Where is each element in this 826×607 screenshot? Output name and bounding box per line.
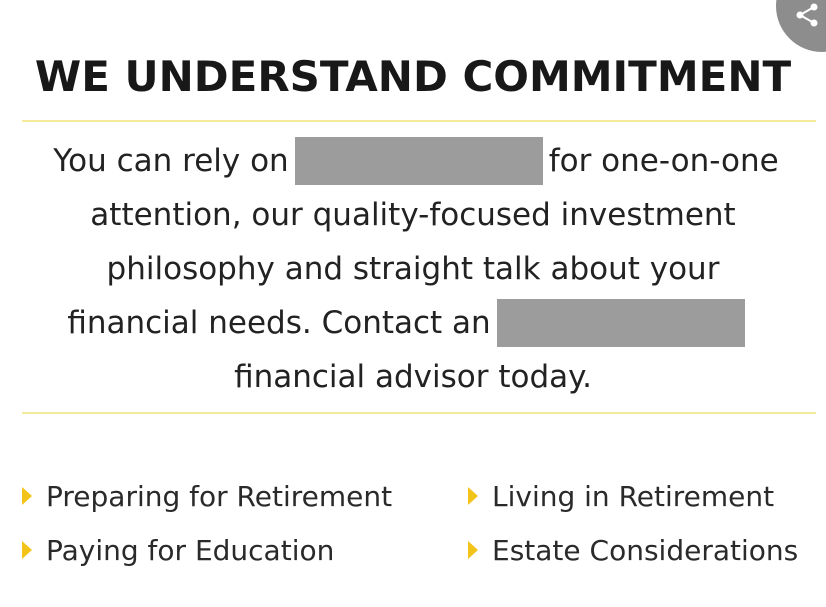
paragraph-line-5: financial advisor today. bbox=[234, 359, 592, 395]
share-button[interactable] bbox=[776, 0, 826, 52]
paragraph-line-3: philosophy and straight talk about your bbox=[106, 251, 720, 287]
topic-item-paying-for-education: Paying for Education bbox=[22, 524, 334, 578]
topic-item-living-in-retirement: Living in Retirement bbox=[468, 470, 774, 524]
topic-item-estate-considerations: Estate Considerations bbox=[468, 524, 798, 578]
paragraph-text: for one-on-one bbox=[548, 143, 779, 179]
redacted-firm-name bbox=[496, 298, 745, 347]
divider-bottom bbox=[22, 412, 816, 414]
topic-label: Paying for Education bbox=[46, 534, 335, 567]
topic-label: Estate Considerations bbox=[492, 534, 799, 567]
topic-item-preparing-for-retirement: Preparing for Retirement bbox=[22, 470, 392, 524]
triangle-right-icon bbox=[468, 541, 478, 559]
redacted-firm-name bbox=[294, 136, 543, 185]
paragraph-text: financial needs. Contact an bbox=[67, 305, 491, 341]
paragraph-line-4: financial needs. Contact an bbox=[0, 296, 826, 350]
paragraph-line-2: attention, our quality-focused investmen… bbox=[90, 197, 736, 233]
triangle-right-icon bbox=[468, 487, 478, 505]
triangle-right-icon bbox=[22, 541, 32, 559]
topic-label: Preparing for Retirement bbox=[46, 480, 393, 513]
paragraph-text: You can rely on bbox=[53, 143, 289, 179]
divider-top bbox=[22, 120, 816, 122]
commitment-paragraph: You can rely on for one-on-one attention,… bbox=[0, 134, 826, 404]
topic-label: Living in Retirement bbox=[492, 480, 775, 513]
share-icon bbox=[796, 3, 818, 27]
headline: WE UNDERSTAND COMMITMENT bbox=[34, 52, 792, 101]
topic-list: Preparing for Retirement Living in Retir… bbox=[0, 470, 826, 580]
triangle-right-icon bbox=[22, 487, 32, 505]
paragraph-line-1: You can rely on for one-on-one bbox=[0, 134, 826, 188]
